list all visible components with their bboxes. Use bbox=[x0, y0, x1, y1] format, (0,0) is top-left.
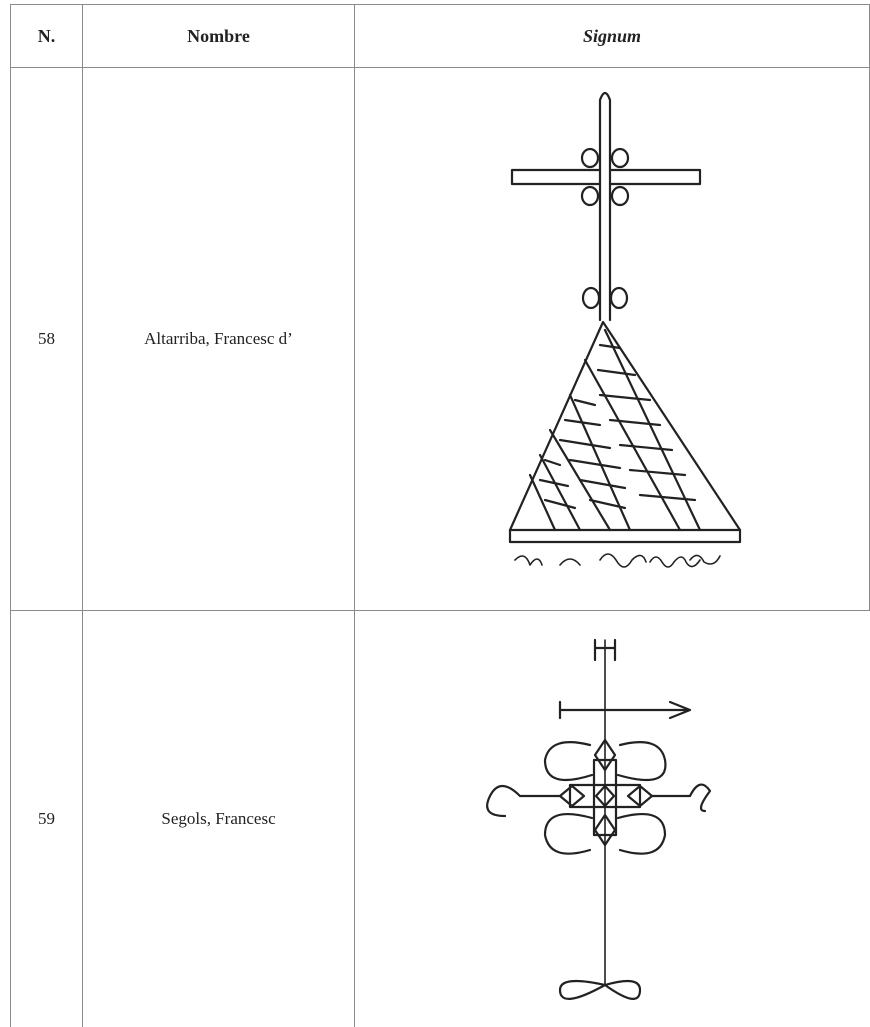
name-cell: Segols, Francesc bbox=[161, 809, 276, 828]
number-cell: 59 bbox=[38, 809, 55, 828]
rule bbox=[10, 4, 870, 5]
header-cell: Nombre bbox=[187, 25, 250, 46]
rule bbox=[10, 4, 11, 1027]
header-cell: Signum bbox=[582, 25, 642, 46]
rule bbox=[354, 4, 355, 1027]
rule bbox=[82, 4, 83, 1027]
rule bbox=[10, 610, 870, 611]
name-cell: Altarriba, Francesc d’ bbox=[144, 329, 293, 348]
rule bbox=[10, 67, 870, 68]
header-cell: N. bbox=[37, 25, 56, 46]
number-cell: 58 bbox=[38, 329, 55, 348]
